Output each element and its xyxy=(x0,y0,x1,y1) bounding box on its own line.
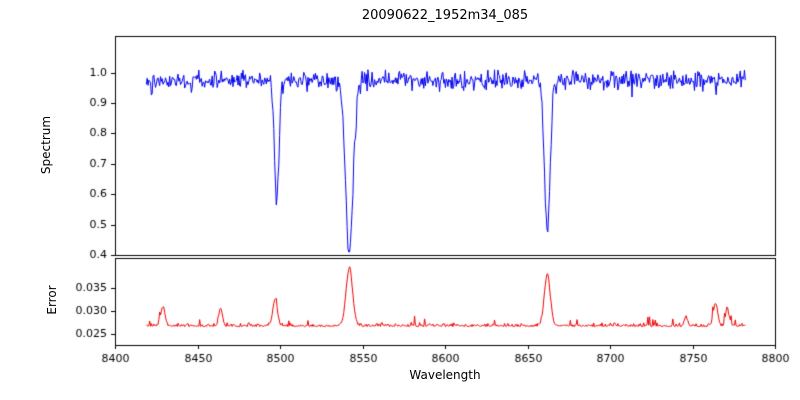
spectrum-error-plot-canvas xyxy=(0,0,800,400)
spectrum-figure: 20090622_1952m34_085 Spectrum Error Wave… xyxy=(0,0,800,400)
